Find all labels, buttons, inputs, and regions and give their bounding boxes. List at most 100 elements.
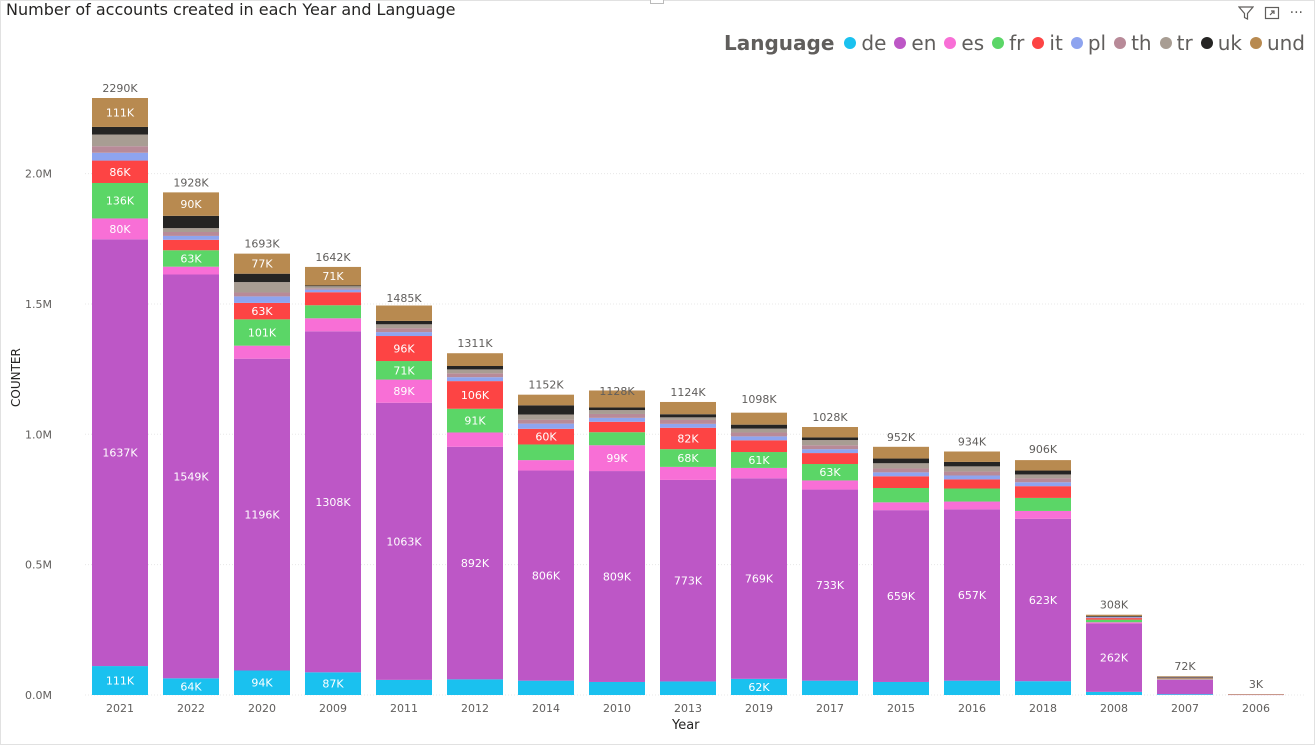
legend-title: Language xyxy=(724,31,835,55)
data-label: 62K xyxy=(748,681,770,694)
x-tick-label: 2019 xyxy=(745,702,773,715)
bar-segment-und xyxy=(1228,694,1284,695)
legend-item-it[interactable]: it xyxy=(1032,31,1063,55)
legend-item-uk[interactable]: uk xyxy=(1200,31,1242,55)
data-label: 64K xyxy=(180,681,202,694)
bar-segment-de xyxy=(1015,681,1071,695)
data-label: 657K xyxy=(958,589,987,602)
x-tick-label: 2010 xyxy=(603,702,631,715)
bar-segment-it xyxy=(163,239,219,251)
bar-segment-pl xyxy=(518,423,574,429)
bar-segment-und xyxy=(802,427,858,438)
bar-segment-und xyxy=(589,390,645,408)
bar-segment-fr xyxy=(92,182,148,219)
bar-segment-uk xyxy=(163,215,219,229)
more-options-icon[interactable]: ··· xyxy=(1289,5,1303,21)
bar-segment-fr xyxy=(518,444,574,461)
legend-item-th[interactable]: th xyxy=(1114,31,1152,55)
bar-segment-uk xyxy=(731,424,787,429)
legend-label: es xyxy=(961,31,985,55)
bar-segment-en xyxy=(305,331,361,673)
visual-toolbar: ··· xyxy=(1237,5,1303,25)
bar-segment-es xyxy=(376,379,432,403)
data-label: 1637K xyxy=(102,447,138,460)
data-label: 101K xyxy=(248,326,277,339)
focus-mode-icon[interactable] xyxy=(1264,5,1280,25)
data-label: 733K xyxy=(816,579,845,592)
total-label: 72K xyxy=(1174,660,1196,673)
bar-segment-th xyxy=(234,292,290,297)
data-label: 111K xyxy=(106,675,135,688)
bar-segment-tr xyxy=(163,228,219,232)
total-label: 952K xyxy=(887,431,916,444)
bar-segment-de xyxy=(518,680,574,695)
x-tick-label: 2018 xyxy=(1029,702,1057,715)
bar-segment-fr xyxy=(589,432,645,446)
bar-segment-es xyxy=(234,345,290,359)
legend-item-de[interactable]: de xyxy=(844,31,886,55)
legend-marker xyxy=(1200,37,1213,49)
legend-label: fr xyxy=(1009,31,1025,55)
bar-segment-und xyxy=(1086,614,1142,617)
bar-segment-und xyxy=(873,446,929,459)
data-label: 90K xyxy=(180,198,202,211)
data-label: 94K xyxy=(251,677,273,690)
legend-item-und[interactable]: und xyxy=(1249,31,1305,55)
x-tick-label: 2012 xyxy=(461,702,489,715)
bar-segment-fr xyxy=(944,488,1000,502)
data-label: 60K xyxy=(535,431,557,444)
data-label: 809K xyxy=(603,571,632,584)
y-tick-label: 1.5M xyxy=(25,298,52,311)
bar-segment-es xyxy=(1015,510,1071,519)
bar-segment-pl xyxy=(163,235,219,240)
bar-segment-it xyxy=(944,479,1000,489)
chart-title: Number of accounts created in each Year … xyxy=(6,0,456,19)
bar-segment-uk xyxy=(802,437,858,441)
legend-marker xyxy=(1114,37,1127,49)
filter-icon[interactable] xyxy=(1237,5,1254,25)
bar-segment-fr xyxy=(660,449,716,467)
legend-item-pl[interactable]: pl xyxy=(1070,31,1106,55)
bar-segment-de xyxy=(589,681,645,695)
legend-item-en[interactable]: en xyxy=(894,31,936,55)
total-label: 1928K xyxy=(173,176,209,189)
bar-segment-tr xyxy=(873,463,929,469)
bar-segment-pl xyxy=(447,377,503,382)
bar-segment-th xyxy=(163,231,219,236)
legend-item-es[interactable]: es xyxy=(944,31,984,55)
bar-segment-uk xyxy=(1157,676,1213,678)
bar-segment-it xyxy=(802,453,858,465)
legend-item-fr[interactable]: fr xyxy=(992,31,1024,55)
data-label: 806K xyxy=(532,570,561,583)
legend-item-tr[interactable]: tr xyxy=(1159,31,1193,55)
bar-segment-fr xyxy=(163,250,219,267)
data-label: 87K xyxy=(322,678,344,691)
bar-segment-tr xyxy=(1015,474,1071,479)
data-label: 1308K xyxy=(315,496,351,509)
bar-segment-th xyxy=(518,419,574,424)
bar-segment-en xyxy=(518,470,574,681)
bar-segment-uk xyxy=(1015,470,1071,475)
bar-segment-es xyxy=(1157,679,1213,680)
bar-segment-und xyxy=(731,412,787,425)
bar-segment-und xyxy=(660,401,716,415)
resize-handle[interactable] xyxy=(650,0,664,4)
bar-segment-it xyxy=(731,440,787,453)
data-label: 68K xyxy=(677,452,699,465)
bar-segment-tr xyxy=(944,466,1000,472)
data-label: 892K xyxy=(461,557,490,570)
bar-segment-it xyxy=(92,160,148,183)
bar-segment-it xyxy=(1015,486,1071,498)
bar-segment-tr xyxy=(802,440,858,446)
x-tick-label: 2020 xyxy=(248,702,276,715)
bar-segment-th xyxy=(944,471,1000,476)
bar-segment-it xyxy=(305,292,361,306)
bar-segment-tr xyxy=(305,286,361,289)
bar-segment-tr xyxy=(660,417,716,420)
bar-segment-th xyxy=(447,373,503,378)
data-label: 262K xyxy=(1100,652,1129,665)
y-tick-label: 1.0M xyxy=(25,428,52,441)
x-tick-label: 2022 xyxy=(177,702,205,715)
bar-segment-es xyxy=(1086,622,1142,624)
bar-segment-fr xyxy=(802,464,858,481)
